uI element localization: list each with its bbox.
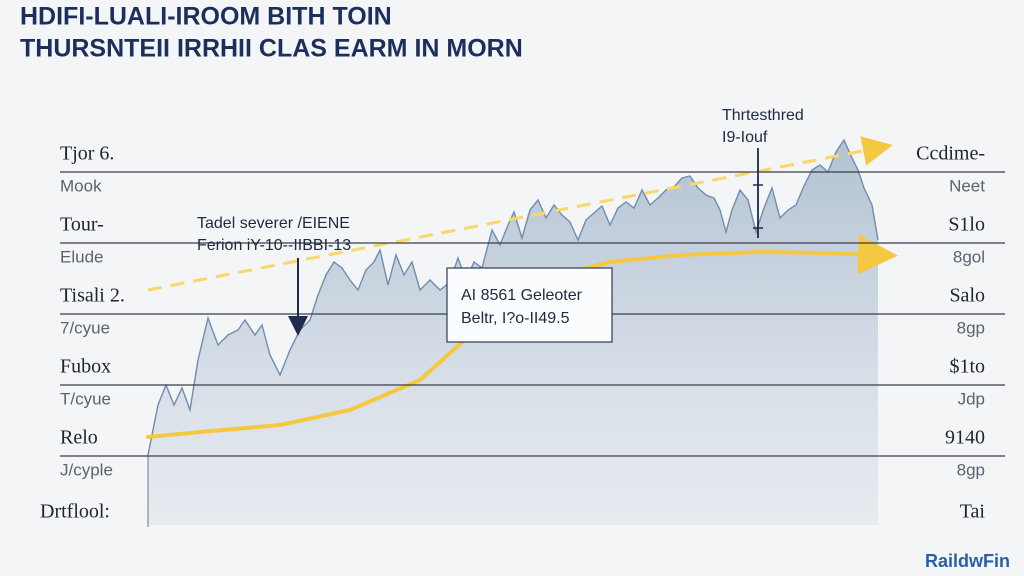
annotation-box [446,267,613,343]
chart-title: HDIFI-LUALI-IROOM BITH TOIN [20,3,392,31]
row-sublabel: T/cyue [60,389,111,408]
annotation: Beltr, I?o-II49.5 [461,310,570,327]
row-label: Tjor 6. [60,143,114,165]
annotation: Ferion iY-10--IIBBI-13 [197,237,351,254]
area-line [147,138,879,456]
trend-dashed [147,136,893,292]
row-sublabel: 8gol [953,247,985,266]
row-label: S1lo [948,214,985,236]
row-sublabel: Neet [949,176,985,195]
row-sublabel: 8gp [957,460,985,479]
row-label: Tour- [60,214,104,236]
row-sublabel: Jdp [958,389,985,408]
row-sublabel: Elude [60,247,103,266]
annotation: I9-Iouf [722,129,768,146]
row-label: 9140 [945,427,985,449]
row-sublabel: Mook [60,176,102,195]
chart-subtitle: THURSNTEII IRRHII CLAS EARM IN MORN [20,35,523,63]
row-sublabel: 8gp [957,318,985,337]
footer-left: Drtflool: [40,501,110,523]
row-label: $1to [949,356,985,378]
row-label: Tisali 2. [60,285,125,307]
row-label: Salo [949,285,985,307]
row-sublabel: 7/cyue [60,318,110,337]
brand: RaildwFin [925,551,1010,571]
row-label: Fubox [60,356,111,378]
annotation: AI 8561 Geleoter [461,287,583,304]
footer-right: Tai [960,501,986,523]
row-label: Relo [60,427,98,449]
row-sublabel: J/cyple [60,460,113,479]
row-label: Ccdime- [916,143,985,165]
annotation: Thrtesthred [722,107,804,124]
annotation: Tadel severer /EIENE [197,215,350,232]
